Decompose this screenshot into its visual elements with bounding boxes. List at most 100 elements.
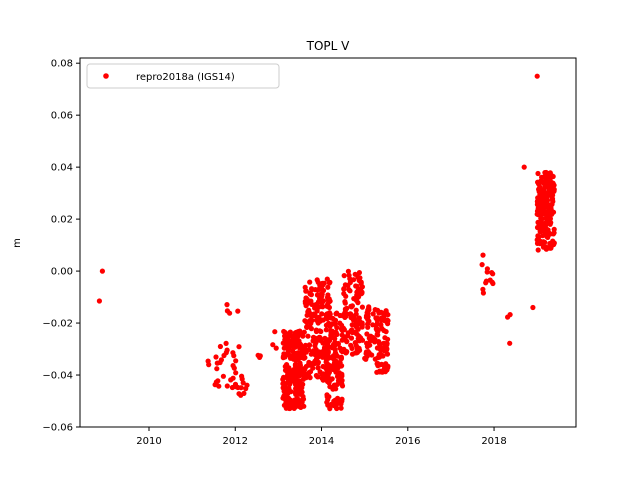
data-point [352,329,358,335]
data-point [337,375,343,381]
data-point [284,375,290,381]
data-point [548,245,554,251]
data-point [292,404,298,410]
data-point [223,350,229,356]
data-point [212,382,218,388]
data-point [537,241,543,247]
data-point [287,330,293,336]
data-point [329,376,335,382]
data-point [480,290,486,296]
data-point [281,395,287,401]
data-point [244,382,250,388]
data-point [551,186,557,192]
data-point [288,397,294,403]
data-point [340,325,346,331]
data-point [320,363,326,370]
data-point [359,304,365,310]
data-point [293,340,299,346]
data-point [539,216,545,222]
legend-label: repro2018a (IGS14) [136,72,235,83]
data-point [324,399,330,405]
data-point [351,296,357,302]
data-point [345,330,351,336]
y-axis: −0.06 −0.04 −0.02 0.00 0.02 0.04 0.06 0.08 [42,59,80,434]
data-point [349,345,355,351]
data-point [324,394,330,400]
data-point [326,280,332,286]
data-point [325,374,331,380]
data-point [255,352,261,358]
data-point [296,354,302,360]
data-point [347,288,353,294]
data-point [332,336,338,342]
data-point [236,344,242,350]
data-point [354,349,361,355]
data-point [376,310,382,316]
data-point [326,380,332,386]
data-point [540,223,546,229]
data-point [549,196,556,202]
data-point [376,339,382,345]
data-point [317,369,323,375]
data-point [385,318,391,324]
data-point [535,219,541,225]
data-point [313,372,319,379]
legend: repro2018a (IGS14) [86,63,280,89]
data-point [224,302,230,308]
data-point [289,337,295,343]
data-point [377,346,383,352]
x-tick-label: 2010 [136,436,161,447]
data-point [539,227,545,233]
data-point [240,380,246,386]
data-point [287,381,293,387]
data-point [215,378,221,384]
data-point [544,197,551,203]
data-point [293,386,299,392]
data-point [538,205,544,211]
data-point [337,371,343,377]
data-point [530,304,536,311]
data-point [365,314,371,320]
data-point [480,252,486,258]
data-point [290,355,296,361]
data-point [233,370,239,376]
data-point [345,268,351,274]
data-point [353,307,359,313]
data-point [307,311,313,317]
y-tick-label: 0.08 [51,59,73,70]
data-point [549,201,555,207]
data-point [364,344,370,350]
data-point [325,284,331,290]
data-point [312,358,318,364]
data-point [382,340,388,347]
data-point [307,291,313,297]
data-point [224,383,230,389]
data-point [349,303,355,309]
x-tick-label: 2012 [223,436,248,447]
data-point [323,345,329,351]
data-point [343,349,349,355]
data-point [304,323,310,330]
data-point [543,246,549,252]
data-point [312,343,318,349]
data-point [303,288,309,294]
data-point [541,211,547,217]
data-point [302,366,308,372]
data-point [313,339,319,345]
data-point [325,350,331,356]
legend-marker [103,73,109,79]
data-point [300,393,306,400]
data-point [521,164,527,170]
data-point [235,308,241,314]
data-point [536,197,542,203]
data-point [356,315,362,321]
data-point [339,381,345,387]
data-point [307,279,313,285]
data-point [547,221,553,227]
chart-title: TOPL V [306,39,351,53]
y-tick-label: 0.04 [51,163,73,174]
data-point [307,342,313,348]
y-tick-label: −0.04 [42,371,73,382]
data-point [351,314,357,320]
data-point [326,296,332,302]
